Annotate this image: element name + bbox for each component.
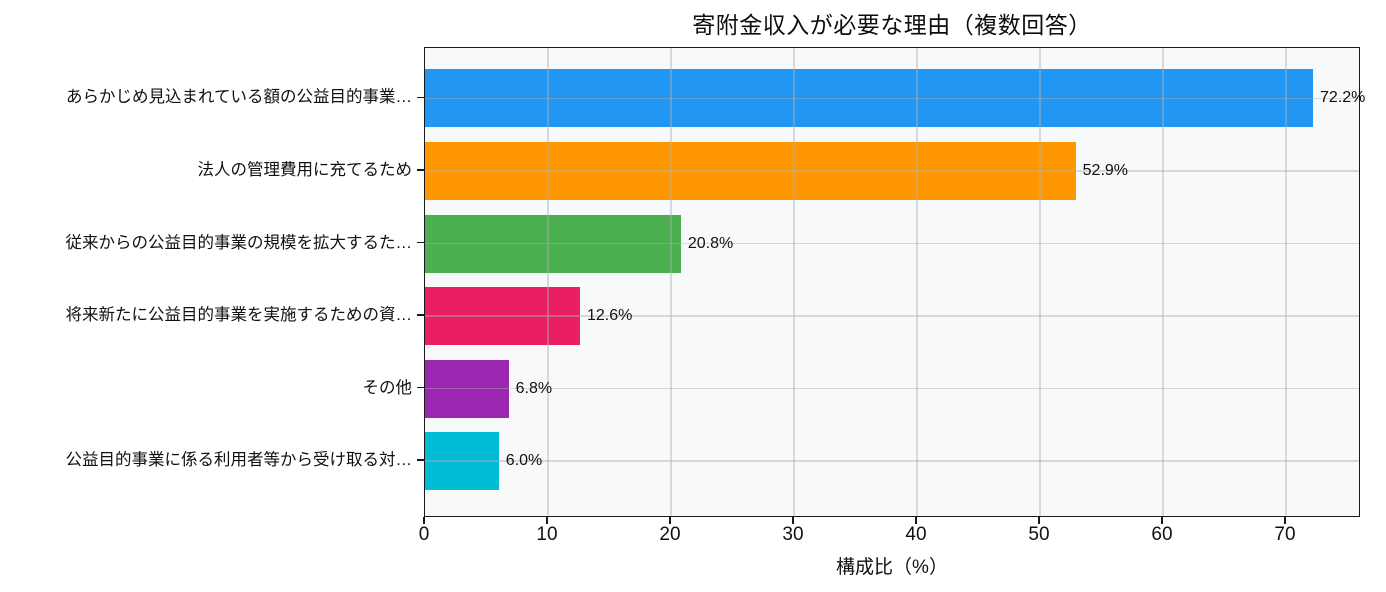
x-tick-label: 30 [782, 524, 804, 545]
bar-value-label: 6.8% [515, 379, 553, 397]
y-tick-mark [417, 241, 424, 244]
bar [425, 359, 509, 418]
bar [425, 432, 499, 491]
vertical-gridline [670, 48, 672, 516]
bar-value-label: 20.8% [687, 234, 734, 252]
x-tick-mark [1161, 517, 1163, 524]
y-category-label: 法人の管理費用に充てるため [197, 160, 413, 179]
vertical-gridline [547, 48, 549, 516]
horizontal-gridline [425, 460, 1359, 462]
y-tick-mark [417, 459, 424, 461]
x-tick-mark [423, 517, 425, 524]
x-tick-mark [1038, 517, 1040, 524]
bar-value-label: 72.2% [1320, 89, 1366, 107]
y-category-label: 公益目的事業に係る利用者等から受け取る対… [65, 451, 413, 470]
x-tick-mark [669, 517, 671, 524]
bar-value-label: 52.9% [1082, 161, 1129, 179]
x-tick-label: 40 [905, 524, 927, 545]
vertical-gridline [916, 48, 918, 516]
vertical-gridline [793, 48, 795, 516]
y-axis-labels: あらかじめ見込まれている額の公益目的事業… 法人の管理費用に充てるため従来からの公… [0, 47, 413, 517]
bar-value-label: 12.6% [586, 307, 633, 325]
bar [425, 287, 580, 346]
x-axis-label: 構成比（%） [836, 557, 948, 578]
x-tick-mark [915, 517, 917, 524]
horizontal-gridline [425, 97, 1359, 100]
y-tick-mark [417, 96, 424, 99]
y-tick-mark [417, 386, 424, 389]
y-tick-mark [417, 169, 424, 171]
x-tick-label: 60 [1151, 524, 1173, 545]
x-tick-label: 0 [418, 524, 430, 545]
plot-area: 72.2% 52.9% 20.8% 12.6% 6.8% 6.0% [424, 47, 1365, 517]
y-category-label: 従来からの公益目的事業の規模を拡大するた… [65, 233, 413, 252]
chart-title: 寄附金収入が必要な理由（複数回答） [692, 12, 1092, 38]
bar [425, 69, 1314, 128]
bar [425, 141, 1076, 200]
x-tick-label: 50 [1028, 524, 1050, 545]
x-tick-label: 70 [1274, 524, 1296, 545]
x-tick-label: 10 [536, 524, 558, 545]
x-tick-label: 20 [659, 524, 681, 545]
vertical-gridline [1039, 48, 1041, 516]
vertical-gridline [1285, 48, 1287, 516]
x-tick-mark [1284, 517, 1286, 524]
horizontal-gridline [425, 242, 1359, 245]
horizontal-gridline [425, 170, 1359, 172]
x-tick-mark [792, 517, 794, 524]
horizontal-gridline [425, 315, 1359, 317]
vertical-gridline [1162, 48, 1164, 516]
bar-value-label: 6.0% [505, 452, 543, 470]
x-tick-mark [546, 517, 548, 524]
y-category-label: あらかじめ見込まれている額の公益目的事業… [65, 88, 412, 107]
y-tick-mark [417, 314, 424, 316]
y-category-label: その他 [362, 378, 413, 397]
bar [425, 214, 681, 273]
horizontal-gridline [425, 387, 1359, 390]
y-category-label: 将来新たに公益目的事業を実施するための資… [65, 306, 413, 325]
